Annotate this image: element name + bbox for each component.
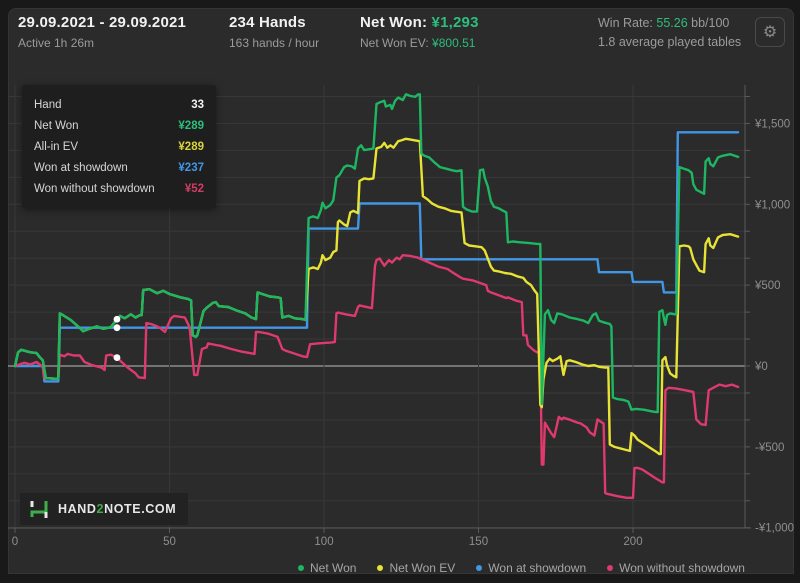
tooltip-value: ¥289 xyxy=(178,119,204,132)
net-won-value: ¥1,293 xyxy=(431,14,479,31)
tooltip-label: Hand xyxy=(34,98,62,111)
logo-text-note: NOTE.COM xyxy=(104,502,177,516)
svg-text:150: 150 xyxy=(469,536,488,548)
svg-text:0: 0 xyxy=(12,536,18,548)
date-range-block: 29.09.2021 - 29.09.2021 Active 1h 26m xyxy=(18,14,186,50)
tooltip-label: All-in EV xyxy=(34,140,79,153)
tooltip-label: Net Won xyxy=(34,119,79,132)
hand-tooltip: Hand 33 Net Won ¥289 All-in EV ¥289 Won … xyxy=(22,85,216,208)
svg-text:¥500: ¥500 xyxy=(754,280,781,292)
tooltip-label: Won without showdown xyxy=(34,182,155,195)
svg-text:-¥500: -¥500 xyxy=(755,442,784,454)
svg-text:¥0: ¥0 xyxy=(754,361,768,373)
chart-legend: Net Won Net Won EV Won at showdown Won w… xyxy=(298,561,745,575)
win-rate-block: Win Rate: 55.26 bb/100 1.8 average playe… xyxy=(598,16,741,49)
legend-label: Won at showdown xyxy=(488,561,587,575)
legend-item-net-won-ev[interactable]: Net Won EV xyxy=(377,561,455,575)
hand2note-logo-icon xyxy=(30,501,48,518)
svg-text:¥1,000: ¥1,000 xyxy=(754,199,790,211)
svg-text:50: 50 xyxy=(163,536,176,548)
logo-text-2: 2 xyxy=(96,502,105,516)
tooltip-row-net-won: Net Won ¥289 xyxy=(34,115,204,136)
svg-text:200: 200 xyxy=(623,536,642,548)
tooltip-row-won-showdown: Won at showdown ¥237 xyxy=(34,157,204,178)
legend-item-net-won[interactable]: Net Won xyxy=(298,561,356,575)
tooltip-row-won-without-showdown: Won without showdown ¥52 xyxy=(34,178,204,199)
tooltip-value: ¥52 xyxy=(184,182,204,195)
active-duration: Active 1h 26m xyxy=(18,36,95,50)
net-won-ev-value: ¥800.51 xyxy=(432,36,476,50)
svg-text:¥1,500: ¥1,500 xyxy=(754,118,790,130)
hand2note-logo: HAND2NOTE.COM xyxy=(20,493,189,525)
legend-label: Won without showdown xyxy=(619,561,745,575)
tooltip-row-hand: Hand 33 xyxy=(34,94,204,115)
legend-item-won-at-showdown[interactable]: Won at showdown xyxy=(476,561,586,575)
tooltip-row-allin-ev: All-in EV ¥289 xyxy=(34,136,204,157)
hands-per-hour: 163 hands / hour xyxy=(229,36,320,50)
hands-block: 234 Hands 163 hands / hour xyxy=(229,14,319,50)
avg-tables: 1.8 average played tables xyxy=(598,35,742,49)
hands-count: 234 Hands xyxy=(229,14,306,31)
tooltip-value: ¥237 xyxy=(178,161,204,174)
settings-gear-icon[interactable]: ⚙ xyxy=(755,17,785,47)
net-won-dot-icon xyxy=(298,565,304,571)
legend-label: Net Won xyxy=(310,561,357,575)
net-won-label: Net Won: xyxy=(360,14,428,31)
tooltip-label: Won at showdown xyxy=(34,161,128,174)
svg-text:100: 100 xyxy=(314,536,333,548)
legend-item-won-without-showdown[interactable]: Won without showdown xyxy=(607,561,745,575)
win-rate-value: 55.26 xyxy=(656,16,688,30)
win-rate-unit: bb/100 xyxy=(691,16,730,30)
net-won-ev-dot-icon xyxy=(377,565,384,571)
tooltip-value: ¥289 xyxy=(178,140,204,153)
svg-text:-¥1,000: -¥1,000 xyxy=(755,523,794,535)
won-at-showdown-dot-icon xyxy=(476,565,483,571)
net-won-block: Net Won: ¥1,293 Net Won EV: ¥800.51 xyxy=(360,14,479,50)
tooltip-value: 33 xyxy=(191,98,204,111)
net-won-ev-label: Net Won EV: xyxy=(360,36,429,50)
win-rate-label: Win Rate: xyxy=(598,16,653,30)
won-without-showdown-dot-icon xyxy=(607,565,614,571)
date-range: 29.09.2021 - 29.09.2021 xyxy=(18,14,187,31)
legend-label: Net Won EV xyxy=(389,561,456,575)
logo-text-hand: HAND xyxy=(58,502,97,516)
